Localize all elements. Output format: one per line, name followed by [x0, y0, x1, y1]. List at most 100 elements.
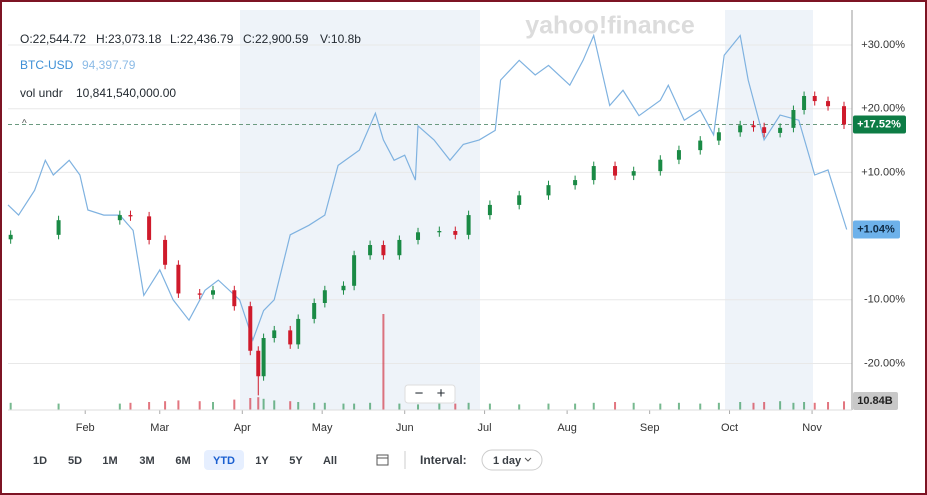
- candle-body: [631, 171, 636, 176]
- volume-bar: [632, 402, 635, 410]
- candle-body: [117, 215, 122, 221]
- x-tick-label: Jun: [396, 422, 414, 434]
- volume-bar: [398, 403, 401, 410]
- range-selected: [204, 450, 244, 470]
- volume-bar: [739, 402, 742, 410]
- candle-body: [613, 166, 618, 176]
- candle-body: [573, 180, 578, 186]
- volume-label: 10.84B: [857, 395, 893, 407]
- volume-bar: [574, 403, 577, 410]
- legend-entry: BTC-USD: [20, 58, 74, 72]
- interval-label: Interval:: [420, 453, 467, 467]
- watermark: yahoo!finance: [525, 12, 695, 40]
- candle-body: [163, 239, 168, 265]
- volume-value: 10,841,540,000.00: [76, 86, 176, 100]
- candle-body: [288, 330, 293, 345]
- volume-name: vol undr: [20, 86, 63, 100]
- series-label-box: [853, 220, 900, 239]
- volume-bar: [129, 402, 132, 410]
- range-button[interactable]: 1D: [33, 455, 47, 467]
- volume-bar: [233, 399, 236, 410]
- x-tick-label: May: [312, 422, 333, 434]
- range-button[interactable]: 5D: [68, 455, 82, 467]
- controls: 1D 5D 1M 3M 6M YTD 1Y 5Y All: [33, 455, 337, 467]
- candle-body: [762, 127, 767, 133]
- x-tick-label: Jul: [478, 422, 492, 434]
- candle-body: [591, 166, 596, 181]
- range-button[interactable]: 1Y: [255, 455, 269, 467]
- volume-label-box: [853, 392, 898, 410]
- volume-bar: [792, 402, 795, 410]
- y-tick-label: -10.00%: [864, 294, 905, 306]
- volume-bar: [659, 403, 662, 410]
- volume-bar: [813, 402, 816, 410]
- volume-bar: [779, 401, 782, 410]
- x-tick-label: Sep: [640, 422, 660, 434]
- candle-body: [256, 350, 261, 377]
- candle-body: [437, 231, 442, 233]
- month-shade: [725, 10, 813, 410]
- chevron: [524, 457, 532, 462]
- candle-body: [261, 338, 266, 377]
- volume-bar: [518, 404, 521, 410]
- volume-bar: [488, 403, 491, 410]
- candle-body: [397, 239, 402, 256]
- calendar-body: [376, 454, 389, 466]
- candle-body: [802, 95, 807, 110]
- volume-bar: [369, 402, 372, 410]
- candle-body: [738, 125, 743, 133]
- candle-body: [352, 255, 357, 286]
- range-button[interactable]: 6M: [175, 455, 190, 467]
- volume-bar: [614, 402, 617, 410]
- candle-body: [658, 159, 663, 172]
- candle-body: [751, 125, 756, 128]
- ohlc-value: H:23,073.18: [96, 32, 162, 46]
- candle-body: [296, 318, 301, 345]
- candle-body: [698, 140, 703, 151]
- candle-body: [8, 234, 13, 240]
- candle-body: [248, 306, 253, 351]
- volume-bar: [382, 314, 385, 410]
- range-button[interactable]: 3M: [139, 455, 154, 467]
- zoom-box: [404, 384, 456, 404]
- month-shade: [240, 10, 480, 410]
- volume-bar: [297, 402, 300, 410]
- x-tick-label: Mar: [150, 422, 169, 434]
- x-tick-label: Oct: [721, 422, 738, 434]
- volume-bar: [827, 402, 830, 410]
- interval-dropdown[interactable]: [481, 449, 543, 471]
- volume-bar: [699, 403, 702, 410]
- range-button[interactable]: All: [323, 455, 337, 467]
- candle-body: [176, 264, 181, 294]
- candle-body: [826, 101, 831, 107]
- range-button[interactable]: 5Y: [289, 455, 303, 467]
- candle-body: [487, 204, 492, 216]
- volume-bar: [717, 402, 720, 410]
- range-button[interactable]: YTD: [213, 455, 235, 467]
- y-tick-label: +20.00%: [861, 103, 905, 115]
- candle-body: [842, 106, 847, 125]
- range-button[interactable]: 1M: [102, 455, 117, 467]
- volume-bar: [273, 400, 276, 410]
- candle-body: [676, 150, 681, 160]
- candle-body: [546, 185, 551, 196]
- volume-bar: [467, 402, 470, 410]
- candle-body: [416, 232, 421, 240]
- zoom-in[interactable]: +: [437, 385, 446, 402]
- volume-bar: [353, 403, 356, 410]
- collapse-caret[interactable]: ^: [22, 119, 27, 130]
- y-tick-label: -20.00%: [864, 357, 905, 369]
- volume-bar: [763, 402, 766, 410]
- x-tick-label: Apr: [234, 422, 251, 434]
- candle-body: [147, 216, 152, 240]
- volume-bar: [9, 402, 12, 410]
- volume-bar: [803, 402, 806, 410]
- ohlc-value: O:22,544.72: [20, 32, 86, 46]
- volume-bar: [438, 403, 441, 410]
- calendar-icon[interactable]: [376, 454, 389, 466]
- candle-body: [466, 215, 471, 235]
- comparison: [7, 33, 848, 342]
- zoom-out[interactable]: −: [415, 385, 424, 402]
- candle-body: [517, 195, 522, 205]
- volume-bar: [289, 401, 292, 410]
